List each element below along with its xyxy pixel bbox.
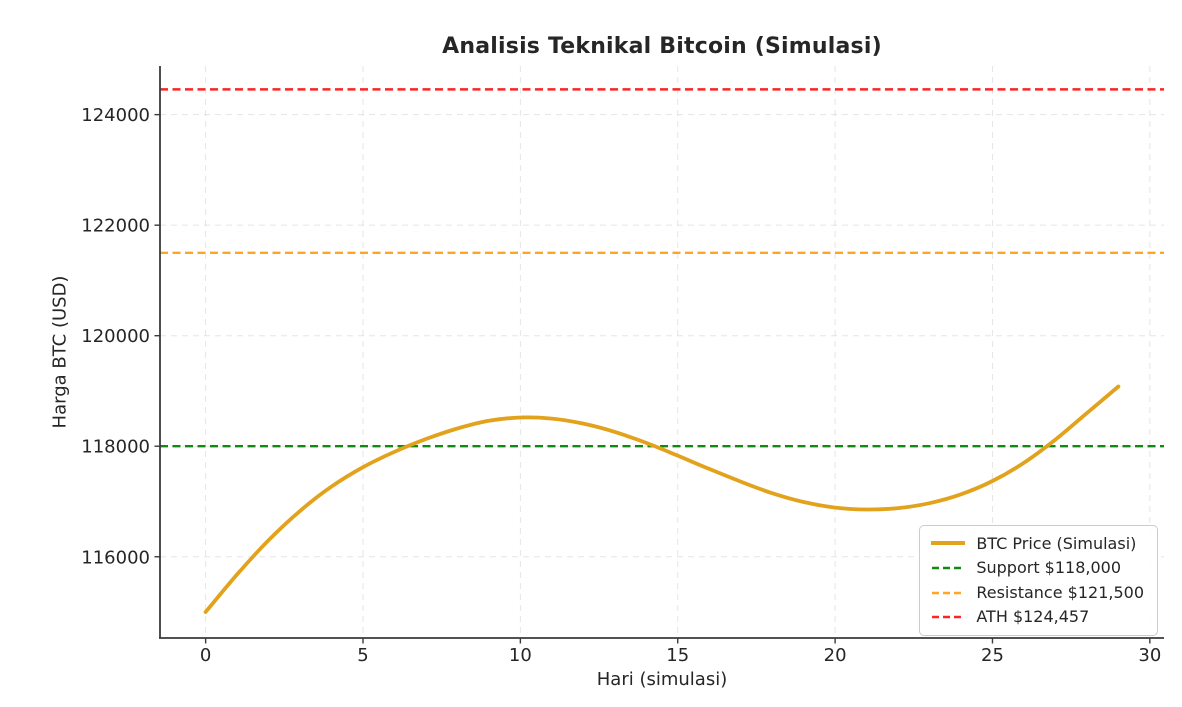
y-axis-label: Harga BTC (USD) [49, 275, 71, 429]
legend-item-3: ATH $124,457 [931, 608, 1144, 626]
legend-dashed-line-swatch [932, 616, 965, 619]
x-tick-label: 0 [200, 645, 211, 666]
legend-dashed-line-swatch [932, 566, 965, 570]
y-tick-label: 122000 [81, 216, 150, 237]
x-tick-label: 15 [666, 645, 689, 666]
legend-item-label: ATH $124,457 [976, 607, 1090, 627]
x-tick-label: 5 [357, 645, 368, 666]
y-tick-label: 120000 [81, 326, 150, 347]
x-axis-label: Hari (simulasi) [596, 669, 728, 690]
legend: BTC Price (Simulasi) Support $118,000 Resi… [919, 524, 1158, 636]
legend-solid-line-swatch [931, 541, 966, 546]
btc-price-line [203, 384, 1121, 614]
legend-item-label: BTC Price (Simulasi) [976, 533, 1137, 553]
y-tick-label: 118000 [81, 437, 150, 458]
y-tick-label: 124000 [81, 105, 150, 126]
x-tick-label: 10 [509, 645, 532, 666]
x-tick-label: 30 [1138, 645, 1161, 666]
y-tick-label: 116000 [81, 547, 150, 568]
legend-dashed-line-swatch [932, 591, 965, 594]
legend-item-2: Resistance $121,500 [931, 584, 1144, 602]
chart-title: Analisis Teknikal Bitcoin (Simulasi) [442, 34, 882, 59]
x-tick-label: 25 [981, 645, 1004, 666]
legend-item-label: Resistance $121,500 [976, 582, 1144, 602]
x-tick-label: 20 [824, 645, 847, 666]
legend-item-label: Support $118,000 [976, 558, 1122, 578]
legend-item-1: Support $118,000 [931, 559, 1144, 577]
legend-item-0: BTC Price (Simulasi) [931, 535, 1144, 553]
